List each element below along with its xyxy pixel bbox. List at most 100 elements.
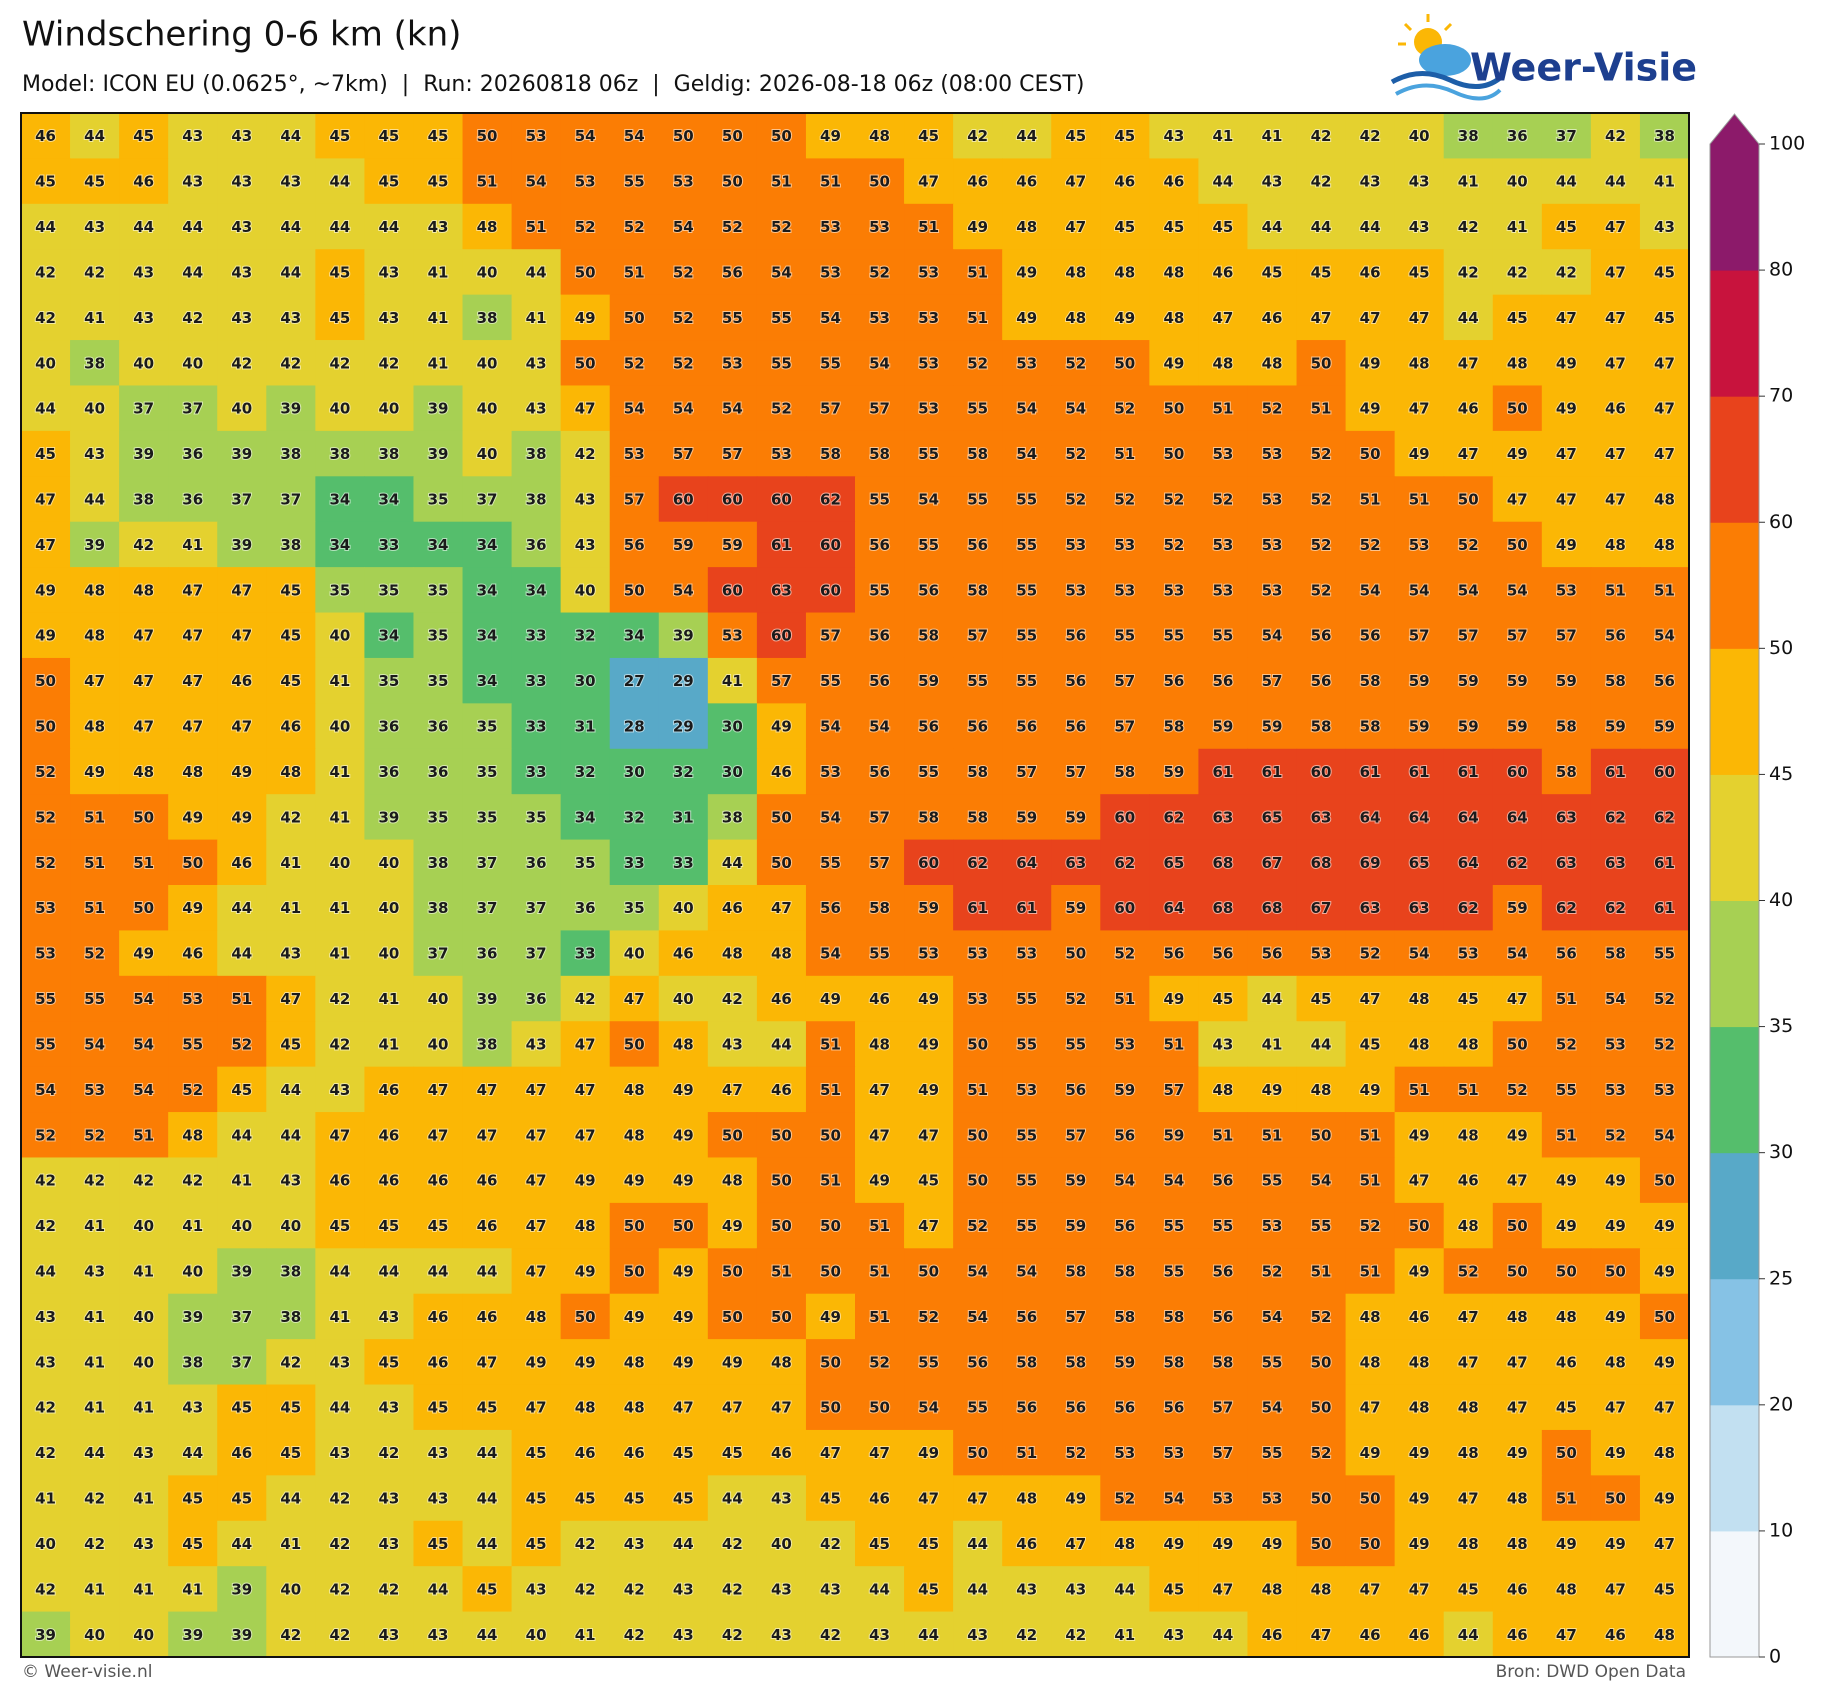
- cell: [658, 703, 709, 750]
- cell: [21, 476, 71, 523]
- cell-label: 35: [526, 808, 547, 826]
- cell-label: 35: [477, 718, 498, 736]
- cell: [21, 521, 71, 568]
- cell-label: 49: [1360, 354, 1381, 372]
- cell-label: 45: [477, 1580, 498, 1598]
- cell: [70, 1248, 120, 1295]
- cell-label: 58: [1163, 1353, 1184, 1371]
- cell: [119, 203, 169, 250]
- cell-label: 43: [280, 1172, 301, 1190]
- cell: [413, 158, 464, 205]
- cell-label: 50: [477, 127, 498, 145]
- cell-label: 50: [722, 1263, 743, 1281]
- cell: [168, 249, 218, 296]
- cell-label: 47: [1409, 309, 1430, 327]
- cell-label: 56: [967, 1353, 988, 1371]
- cell-label: 56: [918, 718, 939, 736]
- cell-label: 58: [1065, 1263, 1086, 1281]
- cell: [609, 340, 660, 387]
- cell: [658, 1202, 709, 1249]
- cell-label: 57: [1507, 627, 1528, 645]
- cell: [1443, 612, 1494, 659]
- cell: [364, 657, 415, 704]
- cell: [904, 113, 954, 160]
- cell-label: 37: [231, 491, 252, 509]
- cell-label: 61: [967, 899, 988, 917]
- cell-label: 49: [526, 1353, 547, 1371]
- cell-label: 68: [1262, 899, 1283, 917]
- cell-label: 45: [820, 1490, 841, 1508]
- cell: [953, 975, 1003, 1022]
- cell: [953, 1339, 1003, 1386]
- cell: [855, 113, 905, 160]
- cell-label: 55: [869, 581, 890, 599]
- cell-label: 44: [280, 218, 301, 236]
- cell: [119, 521, 169, 568]
- cell-label: 55: [1654, 945, 1675, 963]
- cell: [1198, 1021, 1249, 1068]
- cell: [560, 612, 611, 659]
- cell: [1002, 1429, 1052, 1476]
- cell: [609, 203, 660, 250]
- cell-label: 56: [1213, 945, 1234, 963]
- cell: [1541, 203, 1592, 250]
- cell-label: 56: [1556, 945, 1577, 963]
- cell-label: 40: [280, 1580, 301, 1598]
- cell: [1296, 340, 1347, 387]
- cell: [1345, 430, 1396, 477]
- cell: [315, 1384, 366, 1431]
- cell: [413, 113, 464, 160]
- cell: [21, 113, 71, 160]
- cell-label: 51: [1360, 1172, 1381, 1190]
- cell: [266, 1429, 316, 1476]
- cell-label: 43: [231, 218, 252, 236]
- cell-label: 68: [1311, 854, 1332, 872]
- cell-label: 36: [1507, 127, 1528, 145]
- cell-label: 58: [1556, 763, 1577, 781]
- cell: [904, 885, 954, 932]
- cell-label: 40: [575, 581, 596, 599]
- cell: [70, 1384, 120, 1431]
- cell: [1247, 885, 1298, 932]
- cell: [805, 1293, 856, 1340]
- cell: [1247, 1475, 1298, 1522]
- cell: [70, 839, 120, 886]
- cell: [1149, 1429, 1200, 1476]
- cell-label: 43: [84, 218, 105, 236]
- cell-label: 51: [477, 173, 498, 191]
- cell-label: 46: [133, 173, 154, 191]
- cell: [217, 521, 267, 568]
- cell: [1590, 612, 1641, 659]
- cell-label: 47: [1360, 309, 1381, 327]
- cell: [266, 203, 316, 250]
- cell: [1051, 1202, 1101, 1249]
- cell-label: 56: [1065, 627, 1086, 645]
- cell-label: 43: [1163, 127, 1184, 145]
- cell: [315, 203, 366, 250]
- cell-label: 55: [1016, 1126, 1037, 1144]
- cell-label: 42: [133, 1172, 154, 1190]
- cell: [217, 975, 267, 1022]
- cell: [1002, 657, 1052, 704]
- cell: [462, 521, 513, 568]
- cell: [70, 385, 120, 432]
- cell: [953, 885, 1003, 932]
- cell-label: 45: [1114, 218, 1135, 236]
- cell-label: 52: [1065, 445, 1086, 463]
- cell-label: 51: [133, 1126, 154, 1144]
- cell: [1492, 794, 1543, 841]
- cell: [21, 1384, 71, 1431]
- cell: [462, 567, 513, 614]
- cell-label: 43: [526, 1580, 547, 1598]
- cell: [609, 1021, 660, 1068]
- cell-label: 39: [133, 445, 154, 463]
- cell-label: 47: [1409, 400, 1430, 418]
- cell: [266, 1202, 316, 1249]
- cell: [1296, 975, 1347, 1022]
- cell-label: 43: [526, 400, 547, 418]
- cell: [1443, 657, 1494, 704]
- cell-label: 42: [1605, 127, 1626, 145]
- cell: [1639, 975, 1690, 1022]
- cell-label: 59: [1163, 763, 1184, 781]
- cell-label: 62: [1163, 808, 1184, 826]
